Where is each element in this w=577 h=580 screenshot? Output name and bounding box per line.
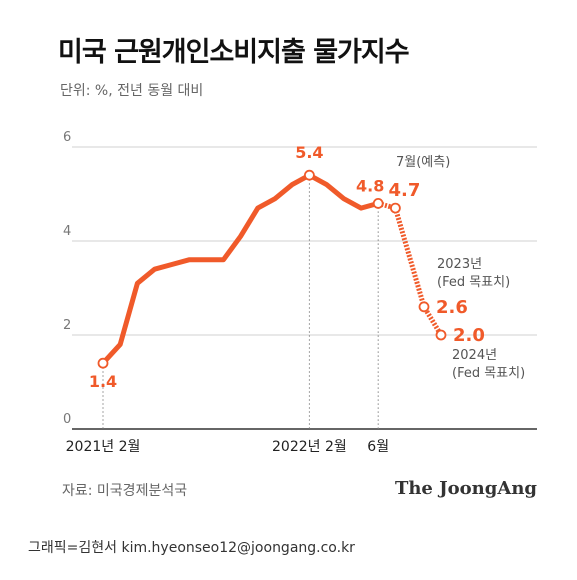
dotted-guides bbox=[102, 175, 379, 429]
data-points bbox=[97, 169, 447, 369]
data-point bbox=[418, 301, 430, 313]
brand-logo: The JoongAng bbox=[394, 478, 537, 499]
annotation-text: 2024년 bbox=[452, 348, 497, 363]
unit-label: 단위: %, 전년 동월 대비 bbox=[60, 83, 204, 99]
annotation-text: 7월(예측) bbox=[396, 155, 450, 170]
data-label: 2.6 bbox=[436, 297, 468, 318]
y-tick-label: 4 bbox=[63, 224, 71, 239]
x-tick-label: 6월 bbox=[367, 439, 389, 455]
data-point bbox=[97, 357, 109, 369]
grid-lines: 0 2 4 6 2021년 2월 2022년 2월 6월 bbox=[63, 130, 537, 455]
series-lines bbox=[100, 172, 444, 366]
chart-title: 미국 근원개인소비지출 물가지수 bbox=[58, 37, 410, 68]
line-chart: 0 2 4 6 2021년 2월 2022년 2월 6월 1.4 5.4 4.8 4.7 2.6 2.… bbox=[63, 130, 537, 455]
forecast-line bbox=[377, 200, 444, 337]
y-tick-label: 0 bbox=[63, 412, 71, 427]
annotation-text: (Fed 목표치) bbox=[437, 275, 510, 290]
y-tick-label: 6 bbox=[63, 130, 71, 145]
labels: 1.4 5.4 4.8 4.7 2.6 2.0 7월(예측) 2023년 (Fed 목표치) 20… bbox=[89, 143, 525, 391]
data-label: 5.4 bbox=[295, 143, 323, 162]
graphic-credit: 그래픽=김현서 kim.hyeonseo12@joongang.co.kr bbox=[28, 540, 355, 556]
actual-line bbox=[100, 172, 381, 366]
data-point bbox=[389, 202, 401, 214]
source-note: 자료: 미국경제분석국 bbox=[62, 483, 188, 499]
data-label: 4.7 bbox=[388, 180, 420, 201]
data-label: 2.0 bbox=[453, 325, 485, 346]
annotation-text: (Fed 목표치) bbox=[452, 366, 525, 381]
data-point bbox=[435, 329, 447, 341]
data-label: 4.8 bbox=[356, 176, 384, 195]
data-point bbox=[372, 197, 384, 209]
annotation-text: 2023년 bbox=[437, 257, 482, 272]
x-tick-label: 2022년 2월 bbox=[272, 439, 347, 455]
data-point bbox=[303, 169, 315, 181]
data-label: 1.4 bbox=[89, 372, 117, 391]
y-tick-label: 2 bbox=[63, 318, 71, 333]
x-tick-label: 2021년 2월 bbox=[66, 439, 141, 455]
